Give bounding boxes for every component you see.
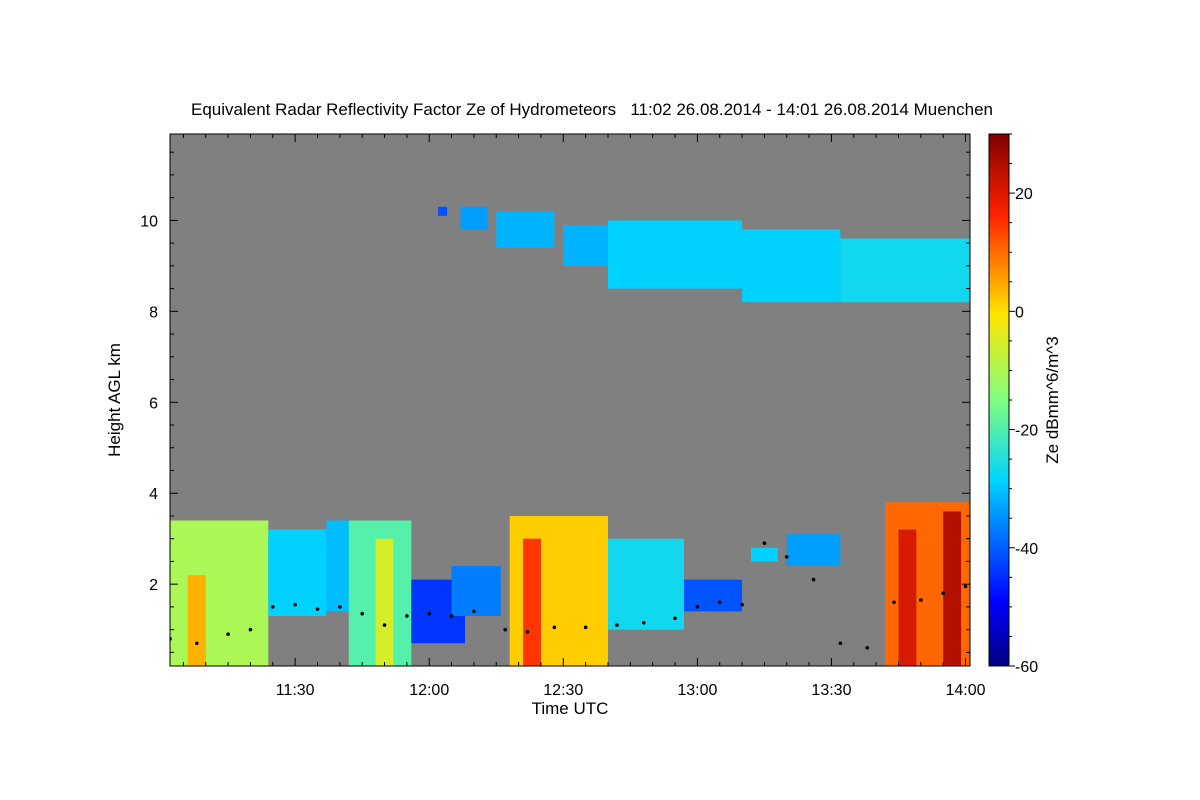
y-tick-label: 4 — [149, 486, 158, 503]
cloud-base-point — [919, 598, 923, 602]
echo-region — [607, 220, 743, 289]
echo-region — [438, 206, 448, 216]
cloud-base-point — [270, 605, 275, 609]
echo-region — [375, 538, 394, 666]
cloud-base-point — [405, 614, 409, 618]
cloud-base-point — [615, 623, 619, 627]
cloud-base-point — [449, 614, 454, 618]
cloud-base-point — [248, 627, 253, 632]
x-tick-label: 13:00 — [677, 682, 717, 699]
x-axis-label: Time UTC — [532, 699, 609, 718]
echo-region — [187, 575, 206, 666]
cloud-base-point — [195, 641, 199, 646]
y-axis: 2 4 6 8 10 — [140, 151, 970, 653]
echo-region — [742, 229, 841, 303]
cloud-base-points — [170, 541, 968, 650]
echo-region — [898, 529, 917, 666]
y-tick-label: 6 — [149, 395, 158, 412]
y-tick-label: 2 — [149, 577, 158, 594]
chart-title: Equivalent Radar Reflectivity Factor Ze … — [191, 100, 993, 119]
cloud-base-point — [427, 611, 432, 616]
cloud-base-point — [740, 602, 744, 607]
echo-region — [523, 538, 541, 666]
echo-region — [496, 211, 555, 248]
cloud-base-point — [503, 627, 507, 632]
colorbar-tick-label: -60 — [1015, 659, 1038, 676]
x-tick-label: 12:30 — [543, 682, 583, 699]
cloud-base-point — [865, 646, 870, 650]
cloud-base-point — [717, 600, 722, 605]
cloud-base-point — [472, 609, 476, 614]
cloud-base-point — [941, 591, 945, 596]
cloud-base-point — [382, 623, 387, 627]
echo-region — [451, 565, 501, 616]
cloud-base-point — [360, 611, 364, 616]
x-axis: 11:30 12:00 12:30 13:00 13:30 14:00 — [182, 134, 986, 699]
echo-region — [170, 520, 269, 666]
echo-region — [786, 534, 841, 566]
cloud-base-point — [315, 607, 320, 611]
echo-region — [751, 547, 778, 562]
echo-region — [607, 538, 684, 630]
x-tick-label: 13:30 — [811, 682, 851, 699]
echo-region — [683, 579, 743, 612]
echo-region — [563, 224, 608, 266]
colorbar-tick-label: -40 — [1015, 541, 1038, 558]
plot-frame — [169, 133, 971, 667]
echo-region — [943, 511, 962, 666]
cloud-base-point — [762, 541, 767, 546]
colorbar-tick-label: 20 — [1015, 186, 1033, 203]
echo-region — [840, 238, 970, 303]
x-tick-label: 11:30 — [276, 682, 315, 699]
cloud-base-point — [784, 555, 789, 559]
cloud-base-point — [552, 625, 557, 630]
cloud-base-point — [963, 584, 968, 589]
colorbar — [988, 133, 1010, 667]
y-axis-label: Height AGL km — [105, 343, 124, 457]
cloud-base-point — [695, 605, 700, 609]
cloud-base-point — [338, 605, 342, 609]
cloud-base-point — [525, 630, 530, 634]
colorbar-tick-label: -20 — [1015, 423, 1038, 440]
cloud-base-point — [838, 641, 843, 646]
colorbar-tick-label: 0 — [1015, 304, 1024, 321]
y-tick-label: 10 — [140, 213, 158, 230]
cloud-base-point — [641, 621, 646, 625]
colorbar-label: Ze dBmm^6/m^3 — [1043, 336, 1062, 463]
reflectivity-echoes — [170, 206, 970, 666]
cloud-base-point — [293, 602, 297, 607]
colorbar-ticks: 20 0 -20 -40 -60 — [1009, 133, 1038, 676]
y-tick-label: 8 — [149, 304, 158, 321]
cloud-base-point — [811, 577, 816, 582]
echo-region — [460, 206, 488, 230]
cloud-base-point — [892, 600, 896, 605]
cloud-base-point — [226, 632, 230, 636]
x-tick-label: 12:00 — [409, 682, 449, 699]
cloud-base-point — [673, 616, 677, 621]
echo-region — [268, 529, 327, 616]
cloud-base-point — [583, 625, 588, 630]
x-tick-label: 14:00 — [946, 682, 986, 699]
